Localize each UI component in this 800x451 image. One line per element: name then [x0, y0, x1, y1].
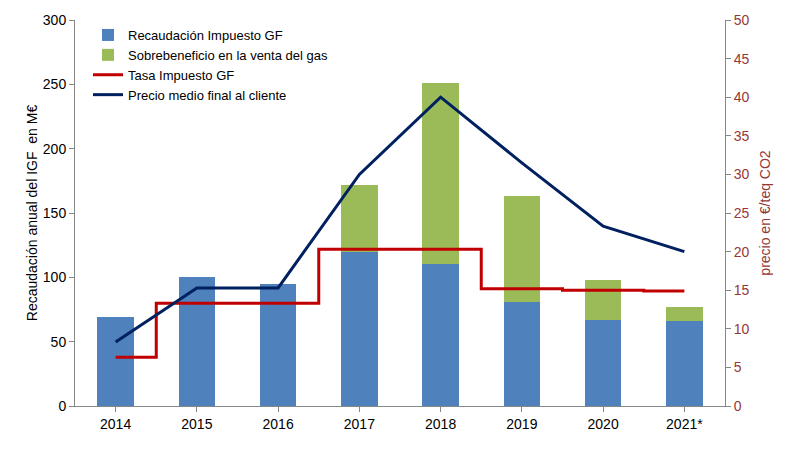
svg-text:Recaudación Impuesto GF: Recaudación Impuesto GF [128, 28, 283, 43]
svg-text:50: 50 [51, 334, 67, 350]
svg-text:2017: 2017 [344, 416, 375, 432]
svg-text:2014: 2014 [100, 416, 131, 432]
svg-text:150: 150 [43, 205, 67, 221]
svg-text:35: 35 [734, 128, 750, 144]
svg-text:50: 50 [734, 12, 750, 28]
svg-text:2016: 2016 [263, 416, 294, 432]
svg-text:2015: 2015 [181, 416, 212, 432]
svg-text:Sobrebeneficio en la venta del: Sobrebeneficio en la venta del gas [128, 48, 328, 63]
svg-text:20: 20 [734, 244, 750, 260]
svg-text:40: 40 [734, 89, 750, 105]
svg-text:300: 300 [43, 12, 67, 28]
svg-text:2021*: 2021* [666, 416, 703, 432]
svg-text:15: 15 [734, 282, 750, 298]
svg-text:100: 100 [43, 269, 67, 285]
svg-text:250: 250 [43, 76, 67, 92]
svg-text:Precio medio final al cliente: Precio medio final al cliente [128, 88, 286, 103]
svg-text:Recaudación anual del IGF en: Recaudación anual del IGF en M€ [24, 105, 40, 322]
svg-text:200: 200 [43, 141, 67, 157]
svg-text:Tasa Impuesto GF: Tasa Impuesto GF [128, 68, 234, 83]
svg-text:2018: 2018 [425, 416, 456, 432]
svg-text:0: 0 [58, 398, 66, 414]
svg-text:30: 30 [734, 166, 750, 182]
svg-text:2020: 2020 [588, 416, 619, 432]
svg-text:precio en €/teq CO2: precio en €/teq CO2 [757, 150, 773, 276]
svg-text:10: 10 [734, 321, 750, 337]
svg-text:45: 45 [734, 51, 750, 67]
svg-text:5: 5 [734, 359, 742, 375]
svg-text:25: 25 [734, 205, 750, 221]
svg-text:2019: 2019 [506, 416, 537, 432]
svg-text:0: 0 [734, 398, 742, 414]
